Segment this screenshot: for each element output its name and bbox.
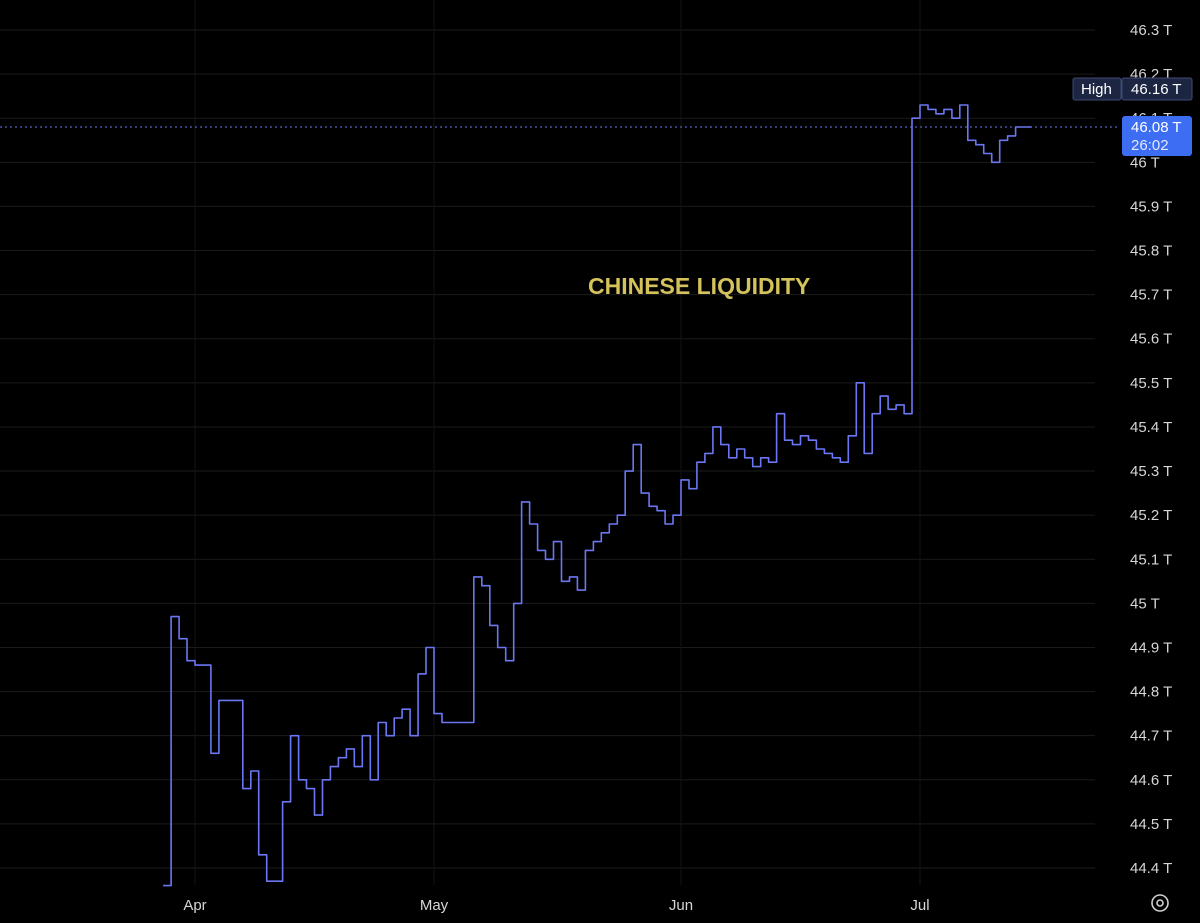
y-tick-label: 45.6 T xyxy=(1130,331,1172,348)
y-tick-label: 45.2 T xyxy=(1130,507,1172,524)
y-tick-label: 45.4 T xyxy=(1130,419,1172,436)
last-price-value: 46.08 T xyxy=(1131,119,1182,136)
series-line xyxy=(163,104,1032,887)
high-badge-value: 46.16 T xyxy=(1131,81,1182,98)
y-tick-label: 44.6 T xyxy=(1130,772,1172,789)
y-tick-label: 44.9 T xyxy=(1130,639,1172,656)
last-price-badge: 46.08 T 26:02 xyxy=(1122,116,1192,156)
x-tick-label: May xyxy=(420,897,449,914)
x-axis-tick-labels: Apr May Jun Jul xyxy=(183,897,929,914)
x-tick-label: Jul xyxy=(910,897,929,914)
y-tick-label: 45.9 T xyxy=(1130,198,1172,215)
y-tick-label: 44.4 T xyxy=(1130,860,1172,877)
y-tick-label: 46 T xyxy=(1130,154,1160,171)
y-tick-label: 45 T xyxy=(1130,595,1160,612)
chart-annotation: CHINESE LIQUIDITY xyxy=(588,273,810,299)
x-tick-label: Jun xyxy=(669,897,693,914)
y-tick-label: 46.3 T xyxy=(1130,22,1172,39)
y-tick-label: 44.8 T xyxy=(1130,684,1172,701)
y-axis-tick-labels: 44.4 T 44.5 T 44.6 T 44.7 T 44.8 T 44.9 T 45 T… xyxy=(1130,22,1172,877)
y-tick-label: 45.1 T xyxy=(1130,551,1172,568)
high-badge-label: High xyxy=(1081,81,1112,98)
y-tick-label: 45.5 T xyxy=(1130,375,1172,392)
settings-gear-icon[interactable] xyxy=(1151,894,1169,912)
y-tick-label: 45.8 T xyxy=(1130,243,1172,260)
y-tick-label: 44.5 T xyxy=(1130,816,1172,833)
x-tick-label: Apr xyxy=(183,897,206,914)
countdown-timer: 26:02 xyxy=(1131,137,1169,154)
y-tick-label: 45.7 T xyxy=(1130,287,1172,304)
y-tick-label: 44.7 T xyxy=(1130,728,1172,745)
y-tick-label: 45.3 T xyxy=(1130,463,1172,480)
high-badge: High 46.16 T xyxy=(1072,77,1193,101)
